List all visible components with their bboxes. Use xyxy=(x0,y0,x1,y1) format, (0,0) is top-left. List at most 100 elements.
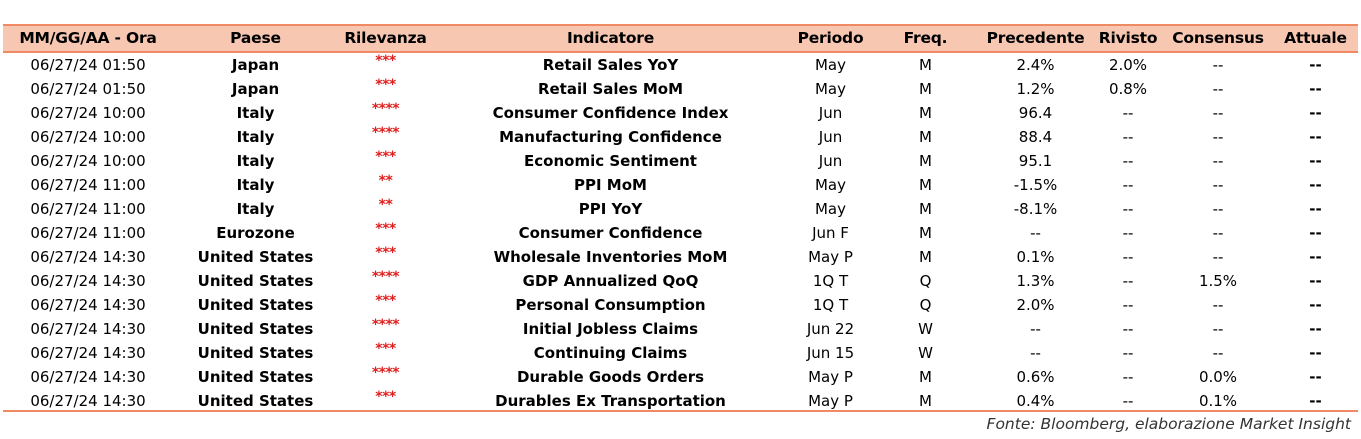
cell-previous: 1.3% xyxy=(1016,272,1055,290)
cell-revised: -- xyxy=(1122,152,1134,170)
cell-revised: -- xyxy=(1122,104,1134,122)
cell-actual: -- xyxy=(1309,200,1322,218)
cell-previous: -- xyxy=(1030,320,1041,338)
cell-freq: M xyxy=(919,104,932,122)
relevance-stars: **** xyxy=(371,269,400,285)
cell-date: 06/27/24 11:00 xyxy=(30,176,146,194)
cell-period: May P xyxy=(808,368,853,386)
cell-consensus: -- xyxy=(1212,104,1224,122)
cell-freq: M xyxy=(919,368,932,386)
cell-period: May xyxy=(814,80,846,98)
cell-relevance: *** xyxy=(338,53,433,77)
table-row: 06/27/24 14:30 United States *** Continuing… xyxy=(3,341,1358,365)
cell-date: 06/27/24 11:00 xyxy=(30,200,146,218)
cell-actual: -- xyxy=(1309,392,1322,410)
table-header: MM/GG/AA - Ora Paese Rilevanza Indicator… xyxy=(3,26,1358,51)
cell-date: 06/27/24 10:00 xyxy=(30,104,146,122)
cell-actual: -- xyxy=(1309,272,1322,290)
relevance-stars: **** xyxy=(371,365,400,381)
cell-previous: 1.2% xyxy=(1016,80,1055,98)
cell-consensus: -- xyxy=(1212,128,1224,146)
cell-country: United States xyxy=(197,296,314,314)
cell-date: 06/27/24 14:30 xyxy=(30,296,146,314)
cell-date: 06/27/24 14:30 xyxy=(30,320,146,338)
cell-period: May xyxy=(814,200,846,218)
cell-freq: M xyxy=(919,200,932,218)
cell-consensus: -- xyxy=(1212,56,1224,74)
cell-previous: 95.1 xyxy=(1018,152,1053,170)
cell-consensus: -- xyxy=(1212,200,1224,218)
cell-date: 06/27/24 14:30 xyxy=(30,392,146,410)
relevance-stars: *** xyxy=(375,221,396,237)
header-bottom-rule xyxy=(3,51,1358,53)
header-consensus: Consensus xyxy=(1172,29,1264,47)
cell-actual: -- xyxy=(1309,152,1322,170)
cell-country: United States xyxy=(197,320,314,338)
cell-indicator: Durable Goods Orders xyxy=(516,368,705,386)
cell-freq: M xyxy=(919,56,932,74)
cell-revised: 2.0% xyxy=(1108,56,1148,74)
cell-relevance: *** xyxy=(338,389,433,413)
relevance-stars: **** xyxy=(371,101,400,117)
cell-freq: M xyxy=(919,176,932,194)
cell-period: Jun 15 xyxy=(806,344,855,362)
cell-actual: -- xyxy=(1309,80,1322,98)
header-freq: Freq. xyxy=(903,29,948,47)
cell-date: 06/27/24 14:30 xyxy=(30,272,146,290)
cell-relevance: *** xyxy=(338,77,433,101)
table-row: 06/27/24 14:30 United States *** Durables E… xyxy=(3,389,1358,413)
cell-country: Italy xyxy=(236,200,275,218)
header-actual: Attuale xyxy=(1284,29,1347,47)
cell-freq: W xyxy=(918,344,933,362)
cell-actual: -- xyxy=(1309,128,1322,146)
cell-indicator: Economic Sentiment xyxy=(524,152,697,170)
cell-actual: -- xyxy=(1309,176,1322,194)
cell-period: Jun 22 xyxy=(806,320,855,338)
table-row: 06/27/24 01:50 Japan *** Retail Sales MoM Ma… xyxy=(3,77,1358,101)
cell-actual: -- xyxy=(1309,248,1322,266)
cell-previous: -8.1% xyxy=(1013,200,1058,218)
table-row: 06/27/24 10:00 Italy **** Manufacturing Con… xyxy=(3,125,1358,149)
cell-relevance: *** xyxy=(338,149,433,173)
cell-previous: 96.4 xyxy=(1018,104,1053,122)
cell-relevance: *** xyxy=(338,341,433,365)
cell-relevance: **** xyxy=(338,101,433,125)
cell-consensus: -- xyxy=(1212,80,1224,98)
header-period: Periodo xyxy=(797,29,864,47)
cell-period: Jun xyxy=(818,104,843,122)
header-country: Paese xyxy=(230,29,281,47)
relevance-stars: **** xyxy=(371,317,400,333)
table-row: 06/27/24 14:30 United States *** Personal C… xyxy=(3,293,1358,317)
table-row: 06/27/24 14:30 United States **** Initial J… xyxy=(3,317,1358,341)
cell-consensus: -- xyxy=(1212,248,1224,266)
header-date: MM/GG/AA - Ora xyxy=(19,29,157,47)
cell-period: Jun xyxy=(818,152,843,170)
source-note: Fonte: Bloomberg, elaborazione Market In… xyxy=(986,415,1351,433)
cell-country: United States xyxy=(197,248,314,266)
cell-indicator: Consumer Confidence Index xyxy=(492,104,729,122)
cell-freq: M xyxy=(919,248,932,266)
cell-relevance: *** xyxy=(338,293,433,317)
cell-date: 06/27/24 14:30 xyxy=(30,344,146,362)
cell-country: Eurozone xyxy=(216,224,295,242)
cell-country: United States xyxy=(197,368,314,386)
cell-country: Italy xyxy=(236,104,275,122)
cell-previous: 0.6% xyxy=(1016,368,1055,386)
cell-actual: -- xyxy=(1309,296,1322,314)
cell-indicator: PPI YoY xyxy=(578,200,643,218)
cell-indicator: Personal Consumption xyxy=(515,296,706,314)
cell-actual: -- xyxy=(1309,368,1322,386)
table-top-rule xyxy=(3,24,1358,26)
cell-freq: Q xyxy=(919,296,932,314)
cell-revised: -- xyxy=(1122,296,1134,314)
cell-country: United States xyxy=(197,344,314,362)
cell-consensus: -- xyxy=(1212,320,1224,338)
header-previous: Precedente xyxy=(986,29,1085,47)
cell-consensus: 1.5% xyxy=(1198,272,1238,290)
cell-relevance: **** xyxy=(338,125,433,149)
cell-previous: 88.4 xyxy=(1018,128,1053,146)
relevance-stars: ** xyxy=(378,173,393,189)
cell-previous: -- xyxy=(1030,224,1041,242)
cell-indicator: GDP Annualized QoQ xyxy=(522,272,699,290)
cell-consensus: 0.0% xyxy=(1198,368,1238,386)
